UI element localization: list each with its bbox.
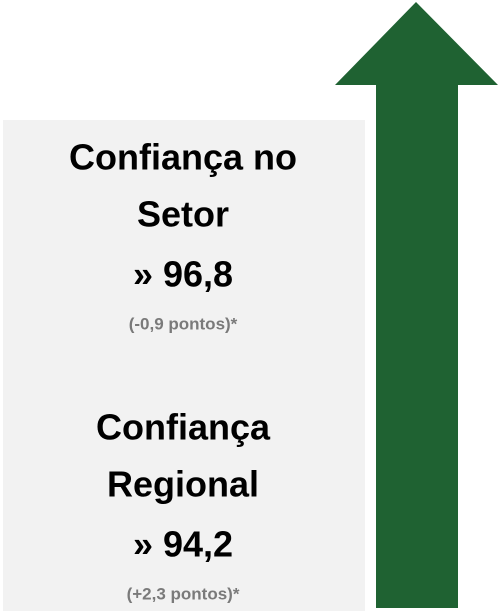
item-change: (+2,3 pontos)* [127,584,240,603]
up-arrow [335,2,498,608]
text-group: Confiança no Setor » 96,8 (-0,9 pontos)* Con… [69,137,297,604]
item-title: Confiança no [69,137,297,178]
item-title: Confiança [96,407,271,448]
item-value: » 96,8 [133,254,233,295]
item-change: (-0,9 pontos)* [129,314,238,333]
item-title: Regional [107,464,259,505]
item-title: Setor [137,194,229,235]
item-value: » 94,2 [133,524,233,565]
panel [3,120,365,611]
